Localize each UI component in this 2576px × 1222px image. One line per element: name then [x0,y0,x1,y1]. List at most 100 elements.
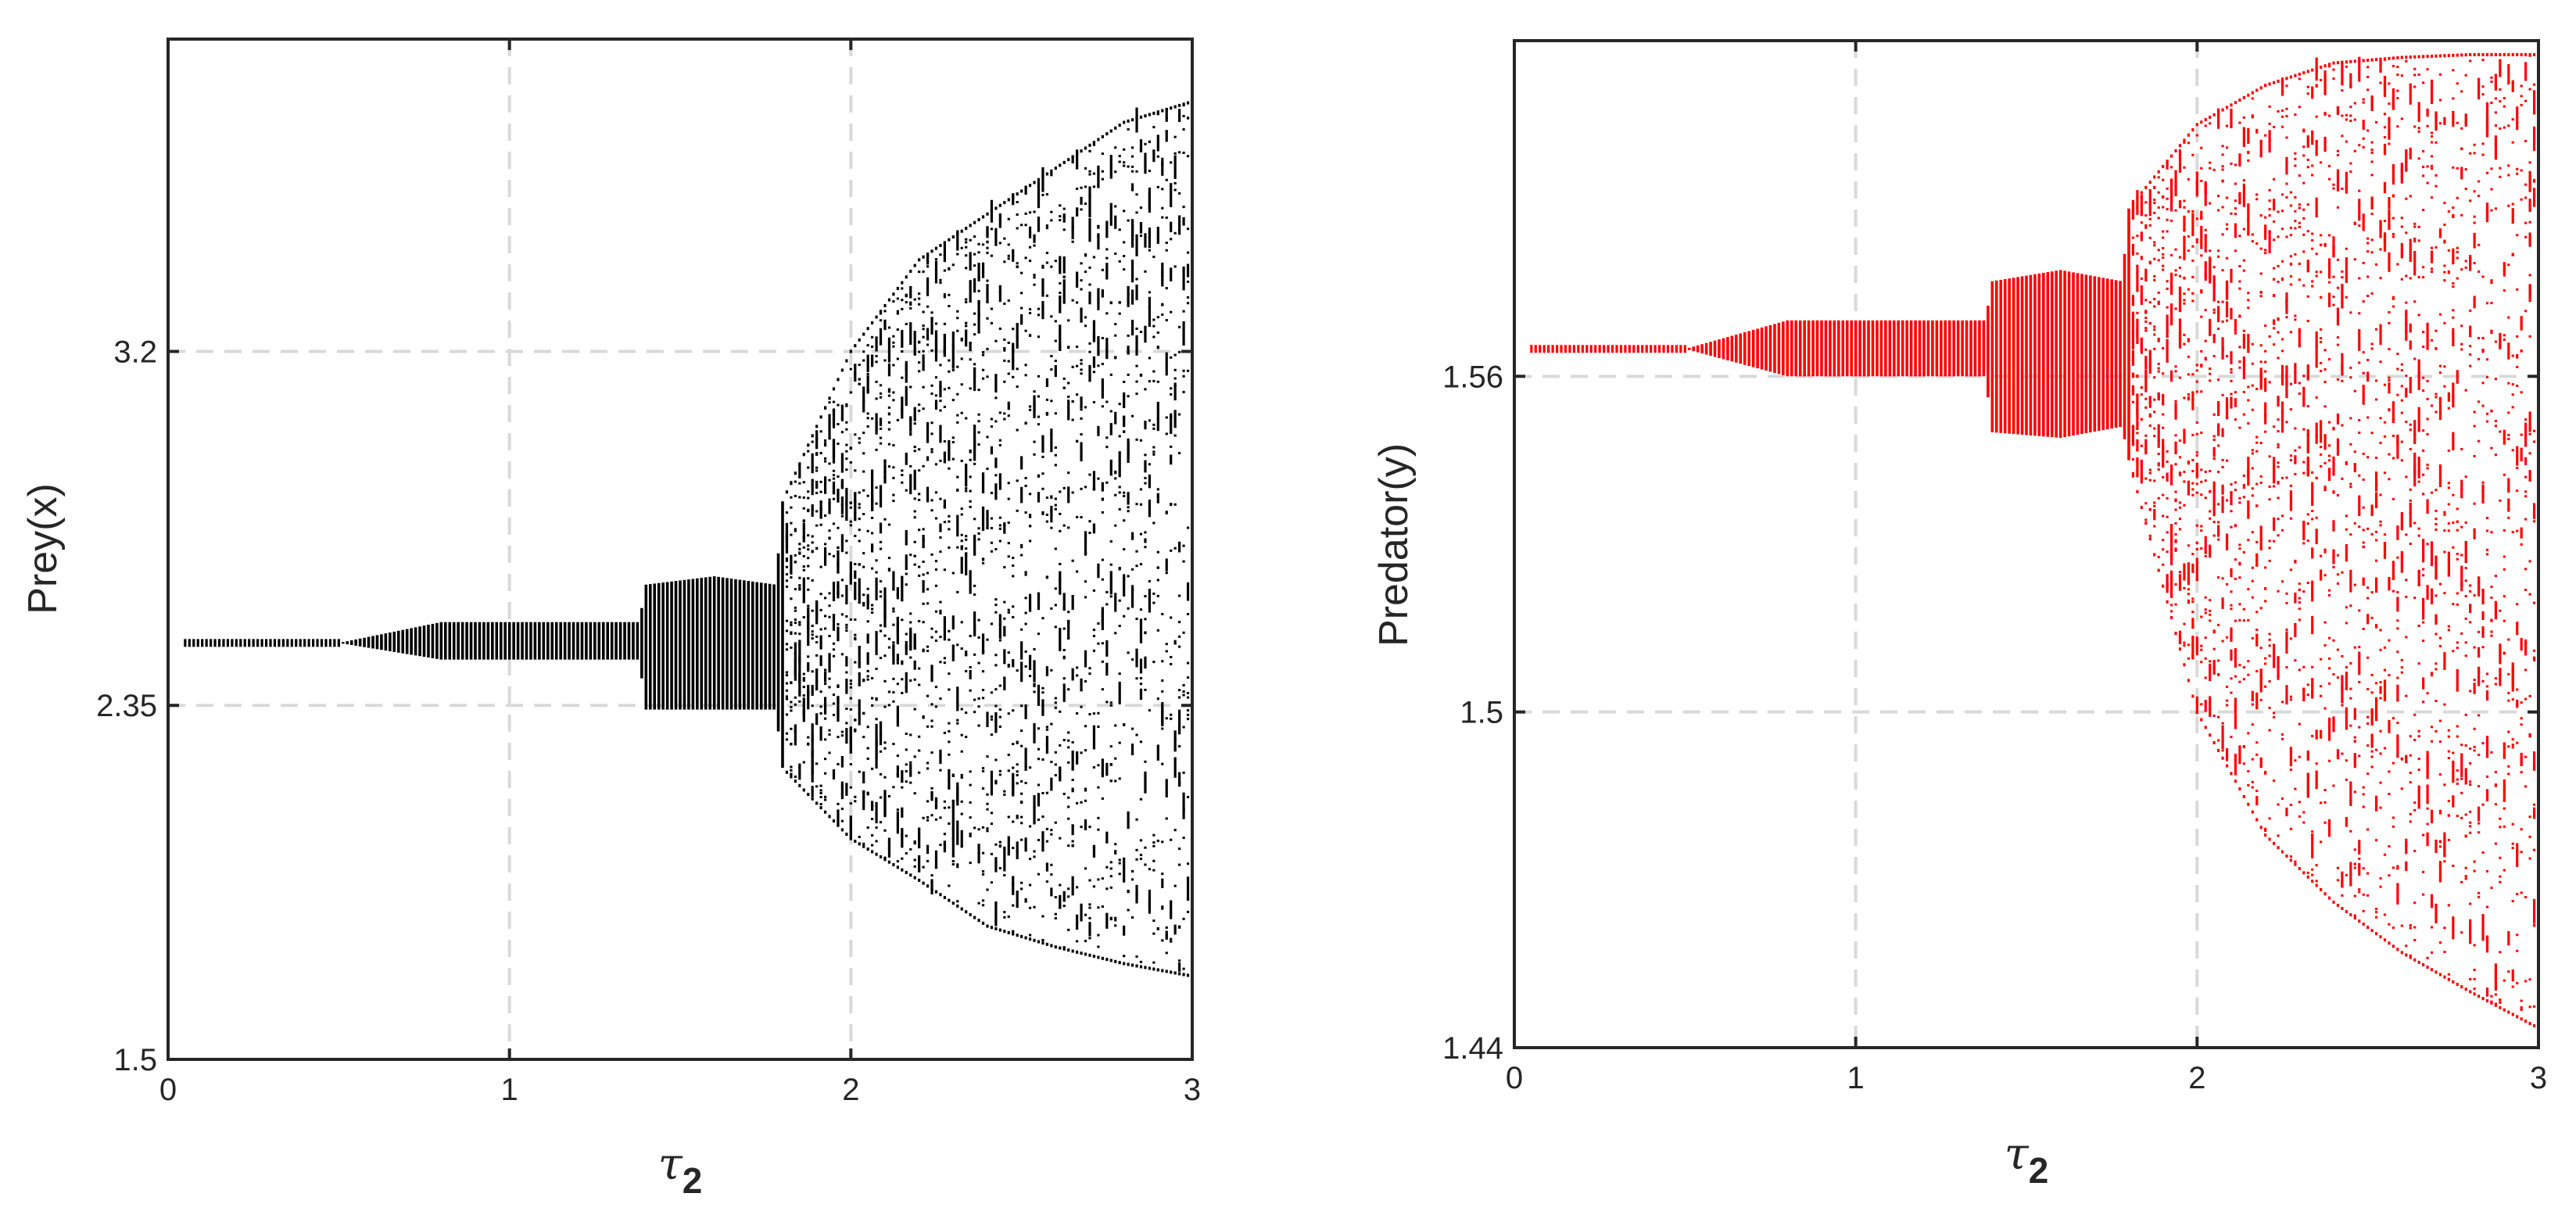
data-point [1037,592,1041,611]
data-point [1118,260,1121,263]
data-point [1901,320,1904,377]
data-point [1931,320,1934,377]
data-point [2204,181,2207,206]
data-point [2225,124,2229,127]
data-point [231,639,234,647]
data-point [2391,305,2395,308]
data-point [2294,157,2297,160]
data-point [2280,409,2284,433]
data-point [2388,576,2391,591]
data-point [2277,846,2280,850]
data-point [2209,613,2212,616]
data-point [2247,292,2250,295]
data-point [986,279,989,282]
data-point [1088,922,1091,937]
data-point [1101,660,1104,663]
data-point [785,695,789,698]
data-point [2374,471,2378,492]
data-point [918,361,921,364]
data-point [1173,385,1177,388]
data-point [1105,400,1109,403]
data-point [1534,345,1537,353]
data-point [2379,752,2382,755]
data-point [460,622,464,660]
data-point [2238,745,2241,765]
data-point [1059,348,1062,351]
data-point [2003,279,2007,434]
data-point [2195,491,2198,494]
data-point [2221,496,2224,513]
data-point [2153,347,2156,350]
data-point [2391,296,2395,299]
data-point [994,719,998,722]
data-point [1080,307,1083,323]
data-point [2280,193,2284,196]
data-point [837,403,840,407]
data-point [939,661,942,664]
data-point [2298,601,2301,604]
data-point [2298,262,2301,265]
data-point [1050,210,1053,213]
data-point [1059,894,1062,908]
data-point [2336,493,2340,496]
data-point [2302,520,2306,540]
tau-symbol: τ [658,1139,683,1190]
data-point [2144,439,2148,455]
data-point [2264,134,2267,137]
data-point [1024,477,1027,480]
data-point [1067,471,1070,475]
data-point [866,620,869,623]
data-point [1178,709,1181,735]
data-point [2315,197,2318,200]
data-point [1144,531,1147,534]
data-point [1178,621,1181,624]
data-point [1990,281,1994,432]
data-point [2148,365,2151,368]
data-point [922,464,925,468]
data-point [2251,233,2254,236]
data-point [2388,116,2391,140]
data-point [802,546,805,549]
data-point [930,751,933,754]
data-point [1003,338,1006,341]
data-point [1007,243,1010,246]
data-point [1114,593,1117,612]
data-point [2234,391,2237,394]
data-point [939,497,942,500]
data-point [2405,421,2408,424]
data-point [2255,629,2259,632]
data-point [981,904,985,907]
data-point [2298,722,2301,726]
data-point [930,450,933,453]
data-point [1615,345,1618,353]
data-point [2247,127,2250,144]
data-point [875,571,878,574]
data-point [2230,677,2233,680]
data-point [986,226,989,237]
data-point [2379,441,2382,444]
data-point [2178,266,2182,269]
data-point [1092,765,1096,769]
data-point [858,529,861,532]
data-point [776,553,780,732]
data-point [1088,149,1091,152]
data-point [794,529,797,532]
data-point [896,659,899,662]
data-point [2294,455,2297,464]
data-point [790,533,793,536]
data-point [1118,873,1121,876]
data-point [922,561,925,564]
x-tick-label: 3 [1184,1073,1201,1107]
data-point [1037,838,1041,841]
data-point [2105,278,2109,430]
data-point [2162,475,2165,478]
data-point [2285,182,2288,185]
data-point [1067,746,1070,749]
data-point [2251,240,2254,243]
data-point [2422,597,2425,620]
data-point [1020,934,1023,938]
data-point [1156,629,1159,632]
data-point [832,713,836,716]
data-point [977,299,980,318]
data-point [1178,541,1181,553]
